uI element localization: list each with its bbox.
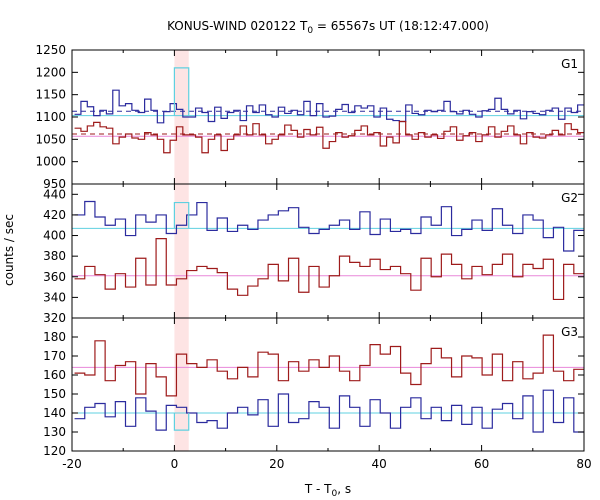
x-axis-label: T - T0, s xyxy=(304,482,351,499)
g1-y-tick-label: 1200 xyxy=(35,65,66,79)
g3-series-cyan xyxy=(173,413,190,431)
axis-layer: 950100010501100115012001250G132034036038… xyxy=(35,43,591,471)
chart-title: KONUS-WIND 020122 T0 = 65567s UT (18:12:… xyxy=(167,19,489,36)
chart-title-rest: = 65567s UT (18:12:47.000) xyxy=(313,19,489,33)
g2-y-tick-label: 360 xyxy=(43,270,66,284)
g3-panel-label: G3 xyxy=(561,325,578,339)
g1-series-cyan xyxy=(173,67,190,116)
g2-y-tick-label: 380 xyxy=(43,249,66,263)
g3-y-tick-label: 130 xyxy=(43,425,66,439)
g3-series-blue xyxy=(74,389,584,433)
highlight-band-layer xyxy=(174,50,189,451)
x-tick-label: 60 xyxy=(474,457,489,471)
g2-series-cyan xyxy=(173,201,190,229)
g3-y-tick-label: 150 xyxy=(43,387,66,401)
x-tick-label: -20 xyxy=(62,457,82,471)
g2-panel-frame xyxy=(71,183,585,319)
chart-title-subscript: 0 xyxy=(307,26,313,36)
g3-y-tick-label: 170 xyxy=(43,349,66,363)
g1-y-tick-label: 950 xyxy=(43,177,66,191)
g1-y-tick-label: 1100 xyxy=(35,110,66,124)
g3-y-tick-label: 160 xyxy=(43,368,66,382)
x-axis-label-rest: , s xyxy=(337,482,351,496)
g1-y-tick-label: 1150 xyxy=(35,88,66,102)
g2-y-tick-label: 420 xyxy=(43,208,66,222)
g1-y-tick-label: 1050 xyxy=(35,132,66,146)
x-tick-label: 40 xyxy=(372,457,387,471)
g3-y-tick-label: 180 xyxy=(43,330,66,344)
g1-series-red xyxy=(74,120,584,154)
g3-y-tick-label: 120 xyxy=(43,444,66,458)
x-axis-label-main: T - T xyxy=(304,482,332,496)
g3-y-tick-label: 140 xyxy=(43,406,66,420)
g2-series-red xyxy=(74,238,584,301)
g2-y-tick-label: 440 xyxy=(43,187,66,201)
x-tick-label: 20 xyxy=(269,457,284,471)
g1-y-tick-label: 1250 xyxy=(35,43,66,57)
chart-title-main: KONUS-WIND 020122 T xyxy=(167,19,308,33)
g2-panel-label: G2 xyxy=(561,191,578,205)
g3-series-red xyxy=(74,334,584,397)
g2-y-tick-label: 400 xyxy=(43,229,66,243)
y-axis-label: counts / sec xyxy=(2,214,16,286)
g3-panel-frame xyxy=(71,317,585,452)
x-tick-label: 80 xyxy=(576,457,591,471)
g1-series-blue xyxy=(74,89,584,124)
g2-y-tick-label: 340 xyxy=(43,290,66,304)
g2-series-blue xyxy=(74,200,584,252)
x-tick-label: 0 xyxy=(171,457,179,471)
highlight-band xyxy=(174,50,189,451)
x-axis-label-subscript: 0 xyxy=(332,489,338,499)
g2-y-tick-label: 320 xyxy=(43,311,66,325)
g1-y-tick-label: 1000 xyxy=(35,155,66,169)
g1-panel-label: G1 xyxy=(561,57,578,71)
series-layer xyxy=(74,67,584,433)
